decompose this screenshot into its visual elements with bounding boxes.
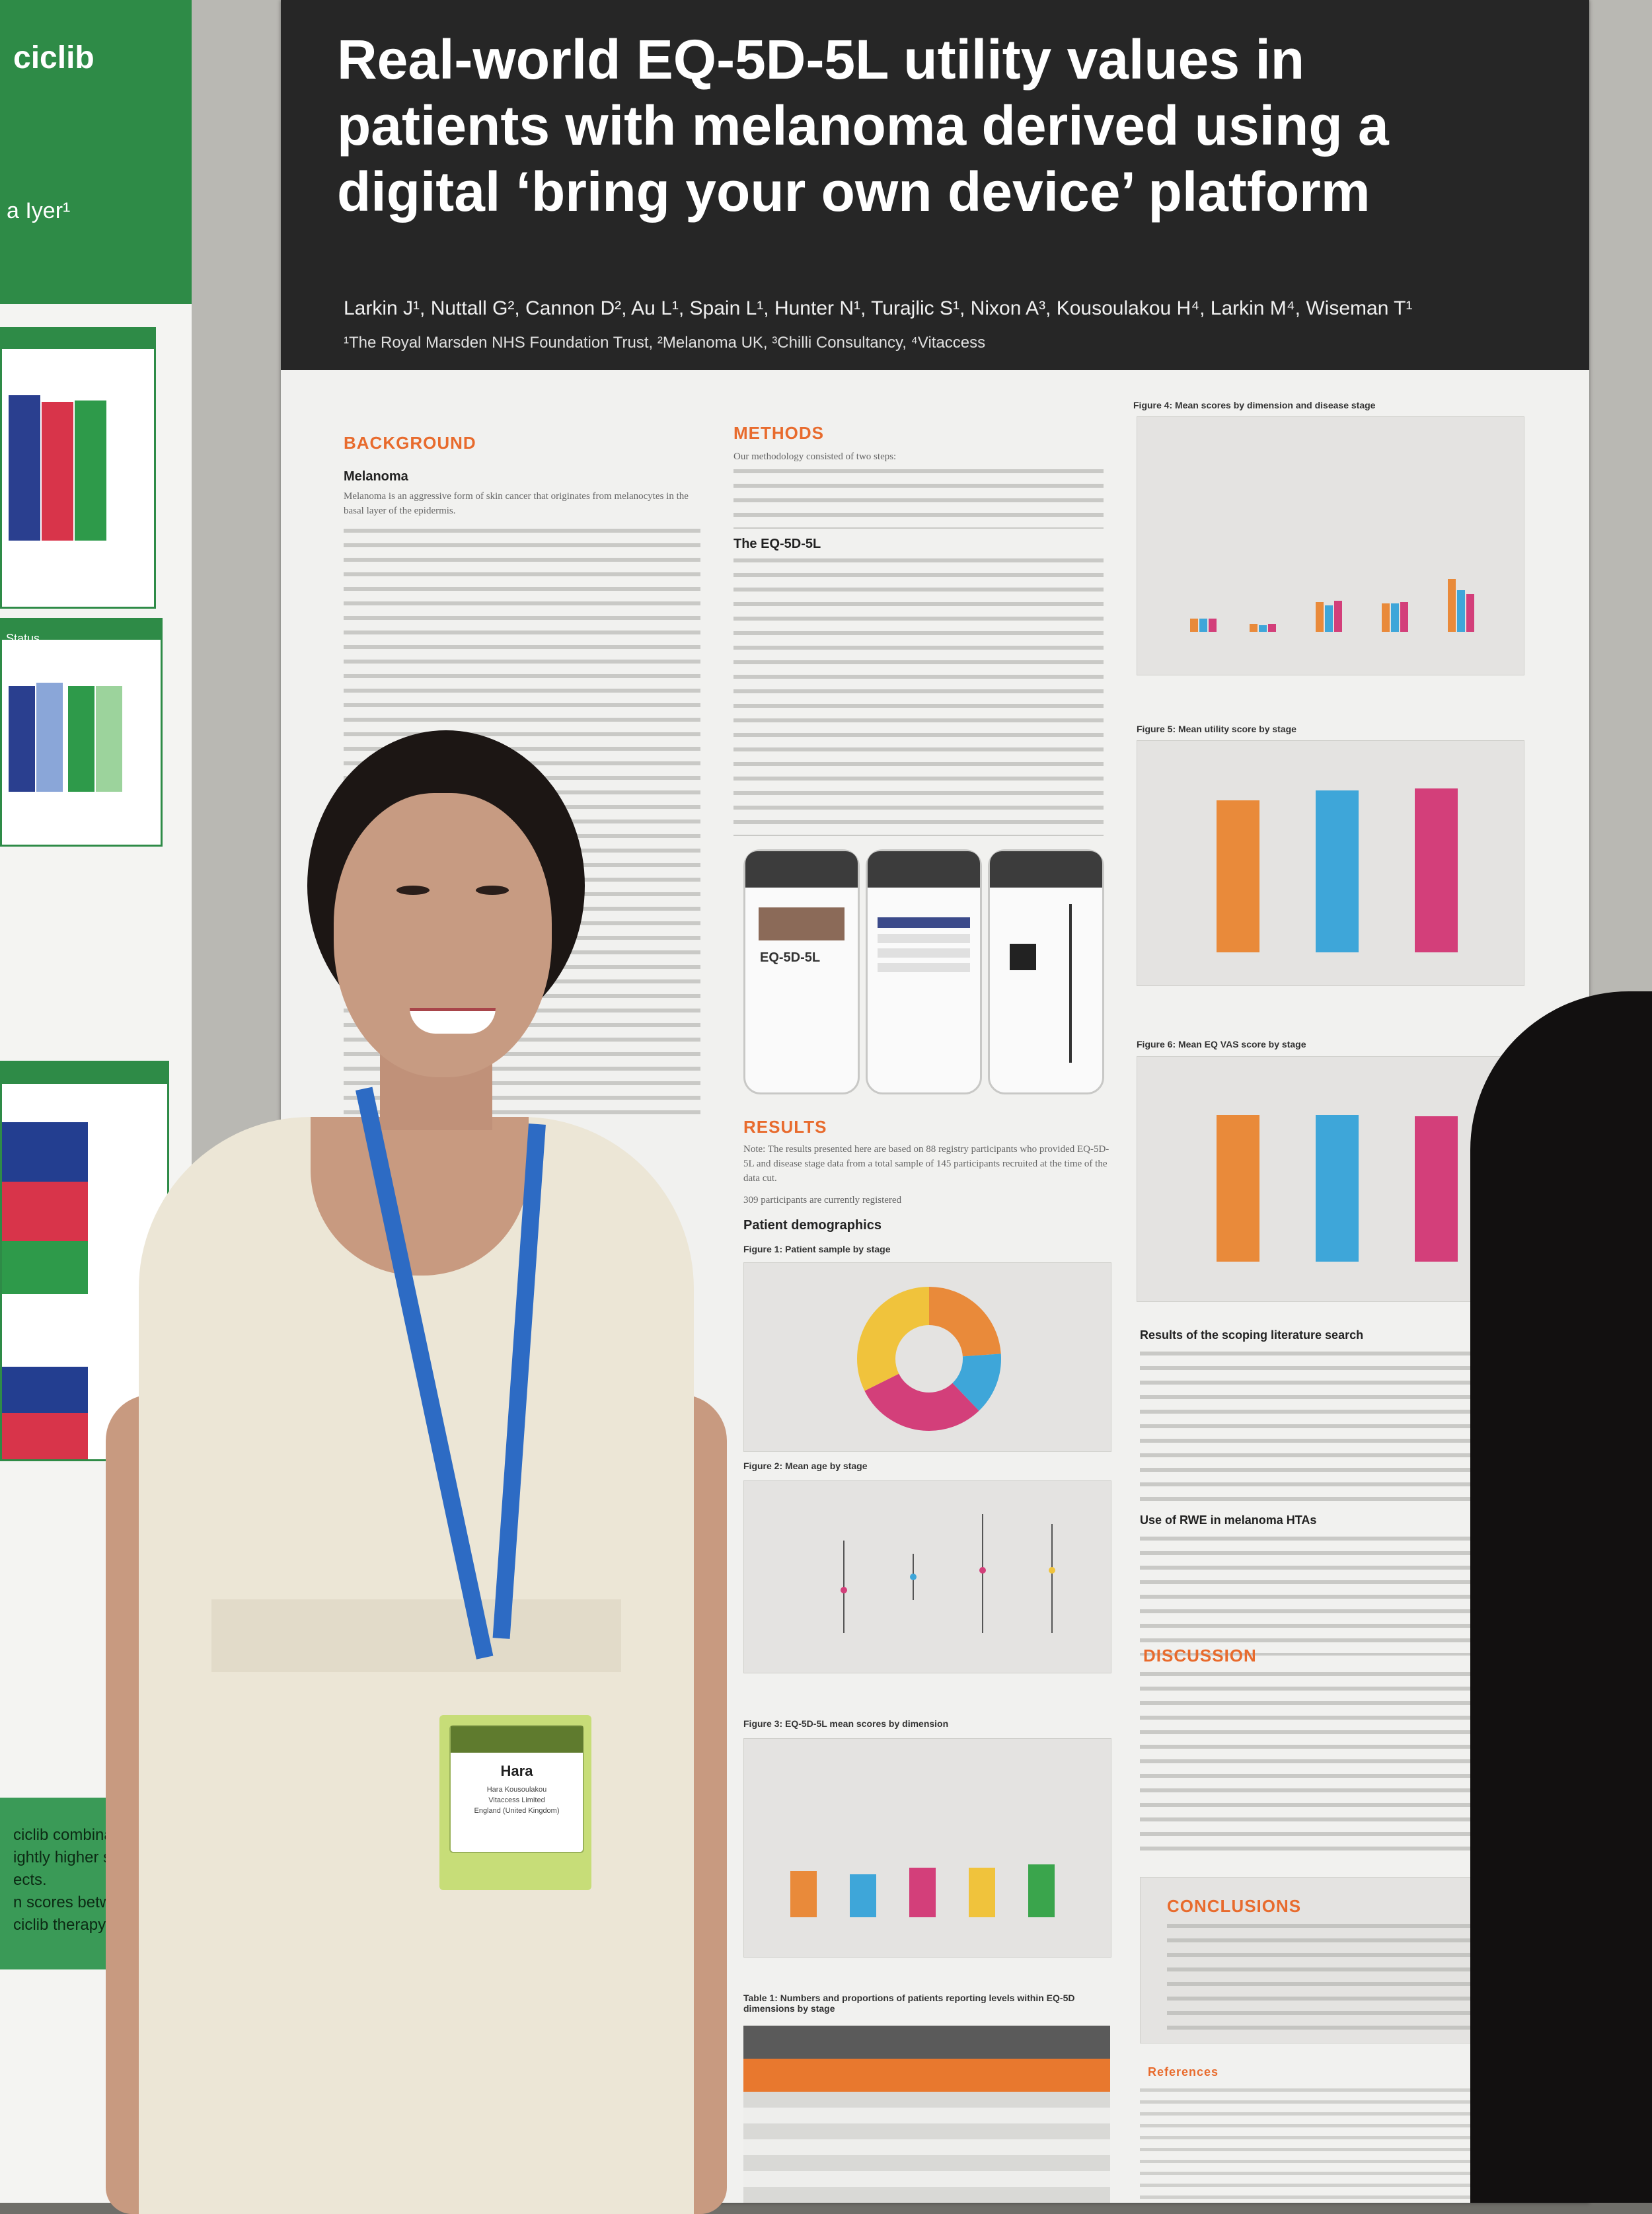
rwe-heading: Use of RWE in melanoma HTAs bbox=[1140, 1513, 1317, 1527]
left-poster-chart-1 bbox=[0, 327, 156, 609]
eq5d-description-lines bbox=[733, 558, 1104, 836]
presenter-neckline bbox=[311, 1117, 529, 1276]
badge-company: Vitaccess Limited bbox=[488, 1796, 545, 1804]
background-text: Melanoma is an aggressive form of skin c… bbox=[344, 491, 689, 516]
name-badge: Hara Hara Kousoulakou Vitaccess Limited … bbox=[449, 1725, 584, 1853]
left-poster-authors: a Iyer¹ bbox=[7, 198, 71, 223]
other-person-silhouette bbox=[1470, 991, 1652, 2203]
left-poster-title: ciclib bbox=[13, 40, 94, 75]
background-heading: BACKGROUND bbox=[344, 433, 476, 453]
poster-header bbox=[281, 0, 1589, 370]
table1-body bbox=[743, 2092, 1110, 2203]
results-count: 309 participants are currently registere… bbox=[743, 1195, 902, 1205]
app-screenshot-1: EQ-5D-5L bbox=[743, 849, 860, 1094]
left-poster-status-label: Status bbox=[6, 632, 40, 645]
figure1-donut-panel bbox=[743, 1262, 1111, 1452]
figure6-panel bbox=[1137, 1056, 1524, 1302]
presenter-left-eye bbox=[396, 886, 430, 895]
references-lines bbox=[1140, 2088, 1520, 2203]
background-subheading: Melanoma bbox=[344, 469, 408, 484]
poster-authors: Larkin J¹, Nuttall G², Cannon D², Au L¹,… bbox=[344, 297, 1413, 319]
scoping-heading: Results of the scoping literature search bbox=[1140, 1328, 1364, 1342]
figure5-caption: Figure 5: Mean utility score by stage bbox=[1137, 724, 1296, 734]
methods-body-lines bbox=[733, 469, 1104, 529]
rwe-body-lines bbox=[1140, 1537, 1520, 1656]
methods-subheading: The EQ-5D-5L bbox=[733, 537, 821, 551]
eq5d-app-logo: EQ-5D-5L bbox=[760, 950, 821, 965]
table1-header bbox=[743, 2026, 1110, 2059]
figure4-panel bbox=[1137, 416, 1524, 675]
methods-intro: Our methodology consisted of two steps: bbox=[733, 451, 897, 462]
discussion-body-lines bbox=[1140, 1672, 1520, 1857]
figure2-panel bbox=[743, 1480, 1111, 1673]
left-poster-header bbox=[0, 0, 192, 304]
figure1-donut-chart bbox=[857, 1287, 1001, 1431]
presenter-person bbox=[99, 1117, 727, 2214]
discussion-heading: DISCUSSION bbox=[1143, 1646, 1257, 1665]
table1-caption: Table 1: Numbers and proportions of pati… bbox=[743, 1993, 1075, 2014]
figure5-panel bbox=[1137, 740, 1524, 986]
presenter-right-eye bbox=[476, 886, 509, 895]
figure3-caption: Figure 3: EQ-5D-5L mean scores by dimens… bbox=[743, 1718, 949, 1729]
badge-name: Hara bbox=[500, 1763, 533, 1779]
left-poster-chart-2: Status bbox=[0, 618, 163, 847]
conclusions-box: CONCLUSIONS bbox=[1140, 1877, 1524, 2043]
app-screenshot-3 bbox=[988, 849, 1104, 1094]
figure2-caption: Figure 2: Mean age by stage bbox=[743, 1461, 868, 1471]
figure3-panel bbox=[743, 1738, 1111, 1958]
scoping-body-lines bbox=[1140, 1352, 1520, 1504]
figure4-caption: Figure 4: Mean scores by dimension and d… bbox=[1133, 400, 1376, 410]
references-heading: References bbox=[1148, 2065, 1219, 2079]
figure1-caption: Figure 1: Patient sample by stage bbox=[743, 1244, 891, 1254]
patient-demographics-heading: Patient demographics bbox=[743, 1218, 882, 1233]
conclusions-heading: CONCLUSIONS bbox=[1167, 1896, 1302, 1916]
results-note: Note: The results presented here are bas… bbox=[743, 1144, 1109, 1184]
table1-subheader bbox=[743, 2059, 1110, 2092]
poster-affiliations: ¹The Royal Marsden NHS Foundation Trust,… bbox=[344, 334, 986, 352]
methods-heading: METHODS bbox=[733, 423, 824, 443]
results-heading: RESULTS bbox=[743, 1117, 827, 1137]
badge-full-name: Hara Kousoulakou bbox=[486, 1786, 547, 1794]
presenter-dress-waist bbox=[211, 1599, 621, 1672]
melanoma-poster: Real-world EQ-5D-5L utility values in pa… bbox=[281, 0, 1589, 2203]
figure6-caption: Figure 6: Mean EQ VAS score by stage bbox=[1137, 1039, 1306, 1050]
app-screenshot-2 bbox=[866, 849, 982, 1094]
poster-title: Real-world EQ-5D-5L utility values in pa… bbox=[337, 28, 1389, 223]
presenter-smile bbox=[410, 1008, 496, 1034]
presenter-face bbox=[334, 793, 552, 1077]
badge-country: England (United Kingdom) bbox=[474, 1807, 560, 1815]
